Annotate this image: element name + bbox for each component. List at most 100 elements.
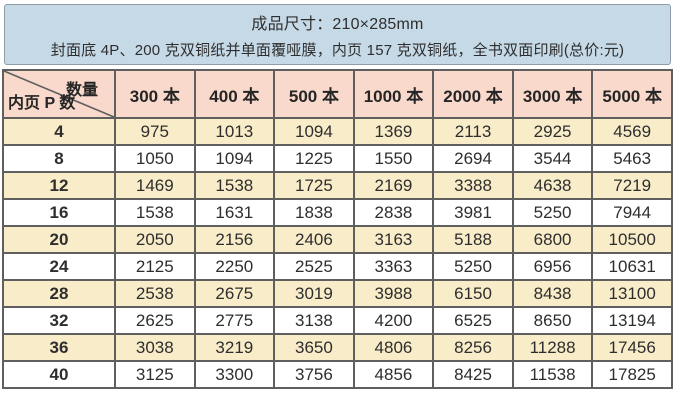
- price-cell: 4856: [352, 360, 435, 389]
- table-row: 24 2125 2250 2525 3363 5250 6956 10631: [2, 252, 673, 281]
- row-label-pages: 20: [2, 225, 116, 254]
- row-label-pages: 4: [2, 117, 116, 146]
- price-cell: 2775: [193, 306, 276, 335]
- price-cell: 975: [114, 117, 196, 146]
- price-cell: 8650: [511, 306, 594, 335]
- table-header-row: 数量 内页 P 数 300 本 400 本 500 本 1000 本 2000 本 300…: [2, 69, 673, 119]
- price-cell: 1550: [352, 144, 435, 173]
- price-cell: 2169: [352, 171, 435, 200]
- price-cell: 5250: [511, 198, 594, 227]
- price-cell: 3019: [273, 279, 355, 308]
- price-cell: 2113: [432, 117, 514, 146]
- price-cell: 3300: [193, 360, 276, 389]
- price-cell: 2406: [273, 225, 355, 254]
- price-cell: 2694: [432, 144, 514, 173]
- price-cell: 3219: [193, 333, 276, 362]
- price-cell: 13194: [591, 306, 673, 335]
- row-label-pages: 32: [2, 306, 116, 335]
- price-cell: 1013: [193, 117, 276, 146]
- price-cell: 5188: [432, 225, 514, 254]
- price-cell: 3756: [273, 360, 355, 389]
- price-cell: 11538: [511, 360, 594, 389]
- price-cell: 5250: [432, 252, 514, 281]
- price-cell: 6800: [511, 225, 594, 254]
- price-cell: 3138: [273, 306, 355, 335]
- table-row: 20 2050 2156 2406 3163 5188 6800 10500: [2, 225, 673, 254]
- finished-size-text: 成品尺寸：210×285mm: [251, 15, 424, 33]
- price-cell: 8425: [432, 360, 514, 389]
- price-cell: 1050: [114, 144, 196, 173]
- price-cell: 1538: [114, 198, 196, 227]
- column-header-quantity: 3000 本: [511, 69, 594, 119]
- price-cell: 7944: [591, 198, 673, 227]
- price-cell: 2675: [193, 279, 276, 308]
- price-cell: 6956: [511, 252, 594, 281]
- price-cell: 1631: [193, 198, 276, 227]
- row-label-pages: 36: [2, 333, 116, 362]
- row-label-pages: 40: [2, 360, 116, 389]
- price-cell: 2925: [511, 117, 594, 146]
- table-row: 32 2625 2775 3138 4200 6525 8650 13194: [2, 306, 673, 335]
- price-cell: 3125: [114, 360, 196, 389]
- price-cell: 3388: [432, 171, 514, 200]
- price-cell: 4569: [591, 117, 673, 146]
- price-cell: 2525: [273, 252, 355, 281]
- column-header-quantity: 500 本: [273, 69, 355, 119]
- row-label-pages: 28: [2, 279, 116, 308]
- paper-spec-text: 封面底 4P、200 克双铜纸并单面覆哑膜，内页 157 克双铜纸，全书双面印刷…: [50, 41, 625, 59]
- price-cell: 2050: [114, 225, 196, 254]
- column-header-quantity: 1000 本: [352, 69, 435, 119]
- table-row: 12 1469 1538 1725 2169 3388 4638 7219: [2, 171, 673, 200]
- price-cell: 1094: [193, 144, 276, 173]
- price-cell: 3363: [352, 252, 435, 281]
- price-cell: 17825: [591, 360, 673, 389]
- price-cell: 7219: [591, 171, 673, 200]
- table-row: 16 1538 1631 1838 2838 3981 5250 7944: [2, 198, 673, 227]
- price-cell: 4806: [352, 333, 435, 362]
- price-cell: 2250: [193, 252, 276, 281]
- price-cell: 8256: [432, 333, 514, 362]
- diagonal-divider-line: [4, 71, 114, 117]
- price-cell: 13100: [591, 279, 673, 308]
- price-cell: 1725: [273, 171, 355, 200]
- corner-label-quantity: 数量: [65, 82, 98, 99]
- row-label-pages: 24: [2, 252, 116, 281]
- price-cell: 2838: [352, 198, 435, 227]
- corner-cell: 数量 内页 P 数: [2, 69, 116, 119]
- price-cell: 1838: [273, 198, 355, 227]
- price-cell: 17456: [591, 333, 673, 362]
- column-header-quantity: 5000 本: [591, 69, 673, 119]
- price-cell: 2156: [193, 225, 276, 254]
- table-row: 4 975 1013 1094 1369 2113 2925 4569: [2, 117, 673, 146]
- price-cell: 3988: [352, 279, 435, 308]
- column-header-quantity: 300 本: [114, 69, 196, 119]
- price-cell: 8438: [511, 279, 594, 308]
- row-label-pages: 8: [2, 144, 116, 173]
- row-label-pages: 16: [2, 198, 116, 227]
- price-cell: 1538: [193, 171, 276, 200]
- table-row: 40 3125 3300 3756 4856 8425 11538 17825: [2, 360, 673, 389]
- table-row: 8 1050 1094 1225 1550 2694 3544 5463: [2, 144, 673, 173]
- price-cell: 3981: [432, 198, 514, 227]
- price-table: 数量 内页 P 数 300 本 400 本 500 本 1000 本 2000 本 300…: [2, 69, 673, 389]
- price-cell: 1369: [352, 117, 435, 146]
- price-cell: 3650: [273, 333, 355, 362]
- price-cell: 1225: [273, 144, 355, 173]
- price-cell: 2125: [114, 252, 196, 281]
- price-cell: 5463: [591, 144, 673, 173]
- spec-header-banner: 成品尺寸：210×285mm 封面底 4P、200 克双铜纸并单面覆哑膜，内页 …: [4, 4, 671, 65]
- corner-label-pages: 内页 P 数: [8, 95, 76, 112]
- price-cell: 4638: [511, 171, 594, 200]
- price-cell: 6150: [432, 279, 514, 308]
- price-cell: 6525: [432, 306, 514, 335]
- price-cell: 1469: [114, 171, 196, 200]
- price-cell: 10631: [591, 252, 673, 281]
- price-cell: 1094: [273, 117, 355, 146]
- price-cell: 2538: [114, 279, 196, 308]
- table-row: 28 2538 2675 3019 3988 6150 8438 13100: [2, 279, 673, 308]
- price-cell: 3038: [114, 333, 196, 362]
- price-cell: 2625: [114, 306, 196, 335]
- column-header-quantity: 2000 本: [432, 69, 514, 119]
- price-cell: 3163: [352, 225, 435, 254]
- price-cell: 10500: [591, 225, 673, 254]
